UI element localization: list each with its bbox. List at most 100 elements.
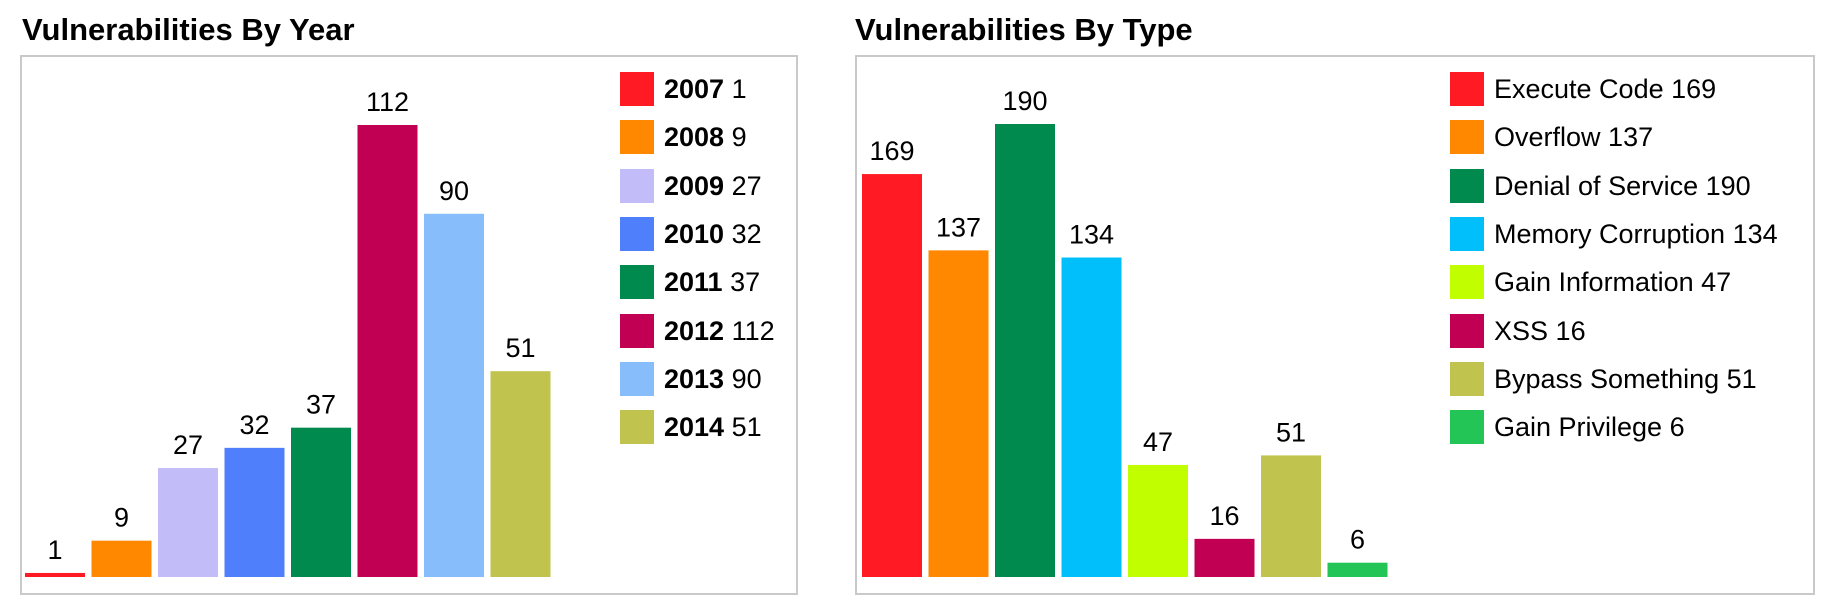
legend-category: Memory Corruption <box>1494 219 1726 250</box>
legend-category: Denial of Service <box>1494 170 1699 201</box>
legend-value: 134 <box>1732 219 1778 250</box>
legend-label: 2010 32 <box>664 217 762 251</box>
legend-category: 2012 <box>664 315 725 346</box>
legend-value: 90 <box>731 363 762 394</box>
bar-2011 <box>291 427 351 577</box>
legend-value: 51 <box>1726 363 1757 394</box>
chart-by-year: 1 9 27 32 37 112 90 51 2007 1 2008 9 2009 27 2010 … <box>20 55 798 595</box>
legend-value: 137 <box>1608 122 1654 153</box>
data-label-2012: 112 <box>366 87 409 117</box>
bar-plot-by-type: 169 137 190 134 47 16 51 6 <box>862 86 1388 577</box>
legend-item-2007: 2007 1 <box>620 65 775 113</box>
legend-swatch <box>1450 361 1484 396</box>
legend-swatch <box>620 168 654 203</box>
legend-label: Denial of Service 190 <box>1494 169 1751 203</box>
legend-label: 2013 90 <box>664 362 762 396</box>
legend-item-execute-code: Execute Code 169 <box>1450 65 1778 113</box>
legend-label: Execute Code 169 <box>1494 72 1716 106</box>
legend-swatch <box>1450 120 1484 155</box>
legend-category: Gain Information <box>1494 267 1694 298</box>
data-label-execute-code: 169 <box>869 136 914 166</box>
legend-swatch <box>1450 217 1484 252</box>
legend-item-2012: 2012 112 <box>620 306 775 354</box>
bar-2014 <box>490 371 551 577</box>
legend-label: 2011 37 <box>664 265 760 299</box>
legend-value: 190 <box>1705 170 1751 201</box>
legend-category: 2010 <box>664 219 725 250</box>
bar-2008 <box>91 540 152 577</box>
data-label-2008: 9 <box>114 503 129 533</box>
legend-swatch <box>620 361 654 396</box>
data-label-denial-of-service: 190 <box>1002 86 1047 116</box>
legend-label: Bypass Something 51 <box>1494 362 1757 396</box>
bar-2007 <box>25 572 85 577</box>
legend-label: 2007 1 <box>664 72 747 106</box>
chart-title-by-year: Vulnerabilities By Year <box>22 12 355 47</box>
data-label-memory-corruption: 134 <box>1069 220 1114 250</box>
data-label-bypass-something: 51 <box>1276 417 1306 447</box>
legend-value: 32 <box>731 219 762 250</box>
legend-label: 2008 9 <box>664 120 747 154</box>
legend-item-2013: 2013 90 <box>620 355 775 403</box>
bar-bypass-something <box>1261 455 1321 577</box>
legend-item-2010: 2010 32 <box>620 210 775 258</box>
legend-by-type: Execute Code 169 Overflow 137 Denial of Se… <box>1450 65 1778 451</box>
legend-swatch <box>1450 265 1484 300</box>
legend-label: XSS 16 <box>1494 314 1586 348</box>
legend-category: 2011 <box>664 267 723 298</box>
bar-gain-privilege <box>1327 562 1388 577</box>
legend-swatch <box>1450 168 1484 203</box>
data-label-gain-information: 47 <box>1143 427 1173 457</box>
legend-category: Execute Code <box>1494 74 1664 105</box>
legend-swatch <box>620 120 654 155</box>
legend-item-memory-corruption: Memory Corruption 134 <box>1450 210 1778 258</box>
legend-item-gain-information: Gain Information 47 <box>1450 258 1778 306</box>
bar-2013 <box>424 213 484 578</box>
legend-item-gain-privilege: Gain Privilege 6 <box>1450 403 1778 451</box>
legend-swatch <box>1450 313 1484 348</box>
data-label-2010: 32 <box>239 410 269 440</box>
legend-item-overflow: Overflow 137 <box>1450 113 1778 161</box>
legend-category: 2013 <box>664 363 725 394</box>
legend-value: 112 <box>731 315 775 346</box>
chart-by-type: 169 137 190 134 47 16 51 6 Execute Code 169 Over… <box>855 55 1815 595</box>
legend-swatch <box>620 313 654 348</box>
chart-title-by-type: Vulnerabilities By Type <box>855 12 1193 47</box>
legend-value: 27 <box>731 170 762 201</box>
legend-swatch <box>620 217 654 252</box>
legend-category: 2007 <box>664 74 725 105</box>
legend-value: 6 <box>1669 412 1685 443</box>
legend-item-xss: XSS 16 <box>1450 306 1778 354</box>
legend-value: 47 <box>1701 267 1732 298</box>
bar-2012 <box>357 125 418 577</box>
legend-swatch <box>620 410 654 445</box>
bar-xss <box>1194 538 1255 577</box>
legend-category: Gain Privilege <box>1494 412 1663 443</box>
data-label-2011: 37 <box>306 390 336 420</box>
legend-item-denial-of-service: Denial of Service 190 <box>1450 162 1778 210</box>
legend-swatch <box>1450 410 1484 445</box>
legend-label: Memory Corruption 134 <box>1494 217 1778 251</box>
data-label-overflow: 137 <box>936 212 981 242</box>
legend-value: 1 <box>731 74 747 105</box>
legend-value: 37 <box>730 267 761 298</box>
legend-item-2009: 2009 27 <box>620 162 775 210</box>
data-label-gain-privilege: 6 <box>1350 525 1365 555</box>
legend-category: 2014 <box>664 412 725 443</box>
bar-2010 <box>224 447 285 577</box>
bar-plot-by-year: 1 9 27 32 37 112 90 51 <box>25 87 551 578</box>
legend-label: Overflow 137 <box>1494 120 1653 154</box>
legend-category: Bypass Something <box>1494 363 1720 394</box>
legend-swatch <box>1450 72 1484 107</box>
legend-category: XSS <box>1494 315 1549 346</box>
legend-label: 2012 112 <box>664 314 775 348</box>
legend-label: Gain Information 47 <box>1494 265 1731 299</box>
legend-swatch <box>620 265 654 300</box>
data-label-2009: 27 <box>173 430 203 460</box>
legend-value: 51 <box>731 412 762 443</box>
legend-label: Gain Privilege 6 <box>1494 410 1685 444</box>
legend-value: 16 <box>1555 315 1586 346</box>
bar-overflow <box>928 250 989 577</box>
legend-label: 2009 27 <box>664 169 762 203</box>
data-label-2007: 1 <box>47 535 62 565</box>
